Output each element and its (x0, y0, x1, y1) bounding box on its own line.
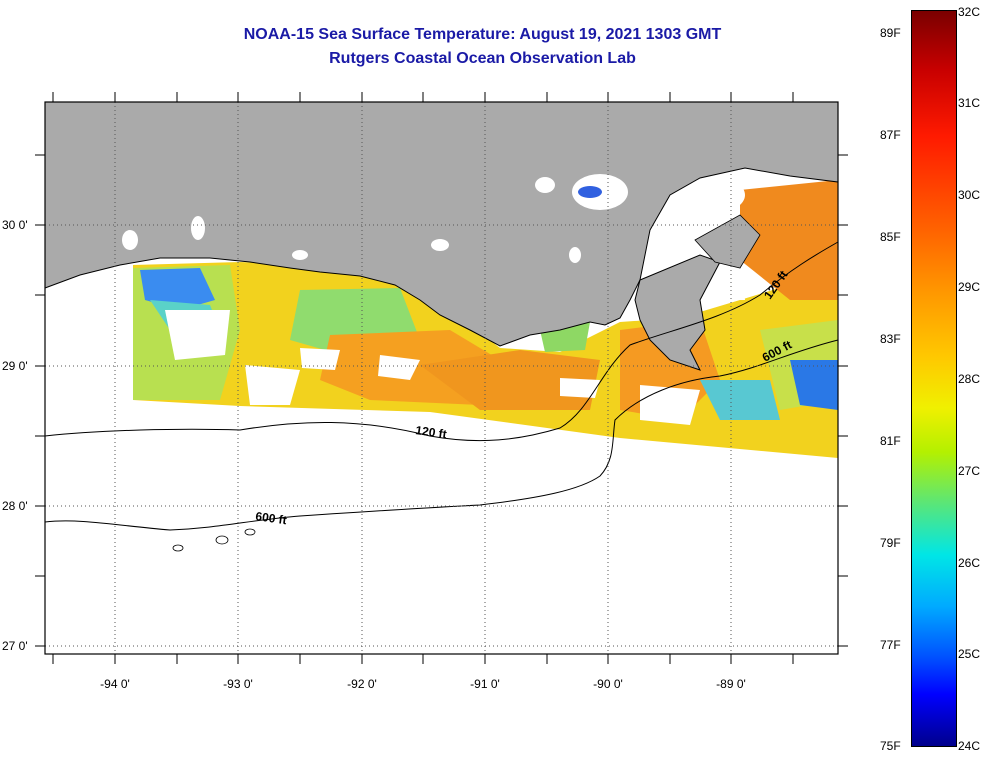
colorbar-label-29c: 29C (958, 280, 981, 294)
colorbar-label-32c: 32C (958, 5, 981, 19)
colorbar-label-75f: 75F (880, 739, 901, 753)
colorbar-label-77f: 77F (880, 638, 901, 652)
lat-label-27: 27 0' (2, 639, 28, 653)
colorbar-label-26c: 26C (958, 556, 981, 570)
lon-label-94: -94 0' (100, 677, 130, 691)
lon-label-90: -90 0' (593, 677, 623, 691)
map-subtitle: Rutgers Coastal Ocean Observation Lab (329, 50, 636, 67)
colorbar-label-87f: 87F (880, 128, 901, 142)
axis-ticks (35, 92, 848, 664)
lon-label-92: -92 0' (347, 677, 377, 691)
lat-label-28: 28 0' (2, 499, 28, 513)
map-title: NOAA-15 Sea Surface Temperature: August … (243, 26, 722, 43)
lat-label-30: 30 0' (2, 218, 28, 232)
colorbar-label-85f: 85F (880, 230, 901, 244)
colorbar-label-79f: 79F (880, 536, 901, 550)
colorbar-label-27c: 27C (958, 464, 981, 478)
delta-land (634, 214, 761, 371)
lake-patches (122, 174, 745, 263)
lon-label-93: -93 0' (223, 677, 253, 691)
map-frame (44, 101, 839, 655)
colorbar-label-83f: 83F (880, 332, 901, 346)
contour-120ft (44, 241, 839, 442)
colorbar-label-89f: 89F (880, 26, 901, 40)
contour-600ft (44, 339, 839, 531)
colorbar-label-25c: 25C (958, 647, 981, 661)
lon-label-91: -91 0' (470, 677, 500, 691)
colorbar-label-28c: 28C (958, 372, 981, 386)
graticule (45, 102, 838, 654)
temperature-colorbar (911, 10, 957, 747)
contour-small-loops (172, 528, 256, 552)
contour-label-120ft-west: 120 ft (415, 423, 448, 441)
contour-label-600ft-west: 600 ft (255, 509, 288, 527)
land-mass (44, 101, 839, 347)
lat-label-29: 29 0' (2, 359, 28, 373)
colorbar-label-24c: 24C (958, 739, 981, 753)
colorbar-label-31c: 31C (958, 96, 981, 110)
colorbar-label-81f: 81F (880, 434, 901, 448)
lon-label-89: -89 0' (716, 677, 746, 691)
colorbar-label-30c: 30C (958, 188, 981, 202)
